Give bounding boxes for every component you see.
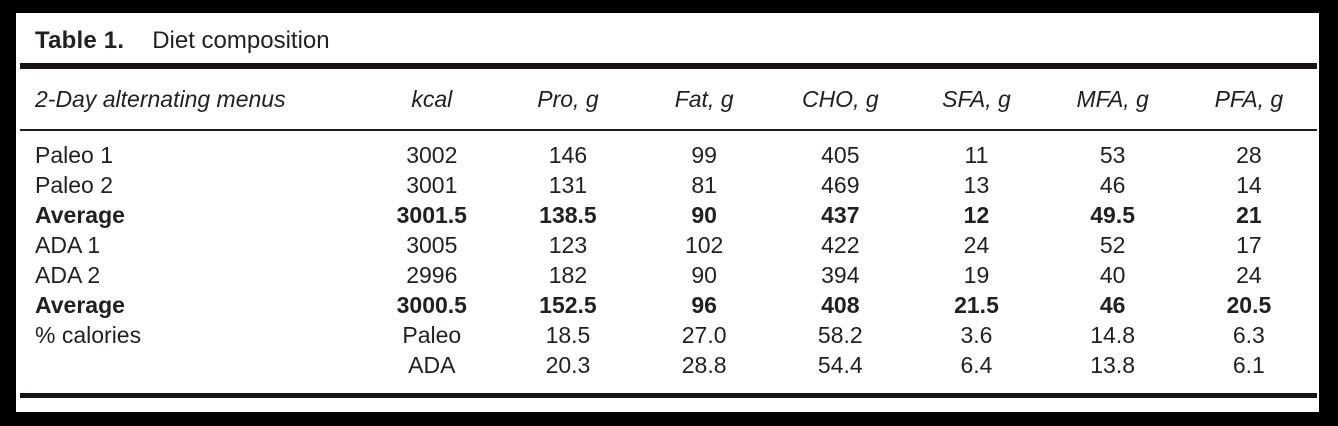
table-cell: 152.5 — [539, 291, 597, 318]
header-cell-pro: Pro, g — [499, 66, 637, 131]
header-cell-kcal: kcal — [363, 66, 500, 131]
table-caption: Diet composition — [152, 27, 330, 54]
table-cell: 3002 — [406, 141, 458, 168]
table-cell: 46 — [1099, 291, 1126, 318]
header-cell-cho: CHO, g — [772, 66, 909, 131]
table-number-label: Table 1. — [35, 27, 125, 54]
table-cell: 24 — [1236, 261, 1262, 288]
table-cell: 40 — [1099, 261, 1126, 288]
table-cell: 6.3 — [1232, 321, 1265, 348]
table-row-ada-average: Average 3000.5 152.5 96 408 21.5 46 20.5 — [20, 290, 1317, 320]
table-cell: 131 — [548, 171, 588, 198]
table-cell: 96 — [691, 291, 717, 318]
table-cell: 12 — [963, 201, 990, 228]
table-row-paleo-average: Average 3001.5 138.5 90 437 12 49.5 21 — [20, 200, 1317, 230]
table-row-pct-calories-ada: ADA 20.3 28.8 54.4 6.4 13.8 6.1 — [20, 350, 1317, 396]
diet-composition-table: 2-Day alternating menus kcal Pro, g Fat,… — [20, 63, 1317, 398]
table-cell: % calories — [35, 321, 142, 348]
table-cell: 46 — [1099, 171, 1126, 198]
table-cell: 14 — [1236, 171, 1262, 198]
table-title: Table 1. Diet composition — [35, 26, 1319, 56]
table-cell: Paleo 1 — [35, 141, 114, 168]
table-cell: 52 — [1099, 231, 1126, 258]
table-cell: ADA 1 — [35, 231, 101, 258]
table-cell: 3000.5 — [396, 291, 467, 318]
header-cell-mfa: MFA, g — [1044, 66, 1181, 131]
table-cell: 20.5 — [1226, 291, 1272, 318]
table-cell: 11 — [964, 141, 989, 168]
table-cell: 81 — [691, 171, 717, 198]
table-cell: 422 — [821, 231, 860, 258]
table-cell: 90 — [691, 201, 717, 228]
table-row-paleo-2: Paleo 2 3001 131 81 469 13 46 14 — [20, 170, 1317, 200]
table-cell: 123 — [548, 231, 588, 258]
table-cell: 17 — [1236, 231, 1262, 258]
table-cell: ADA 2 — [35, 261, 101, 288]
header-row: 2-Day alternating menus kcal Pro, g Fat,… — [20, 66, 1317, 131]
table-cell: 6.4 — [960, 351, 993, 378]
table-cell: 3001 — [406, 171, 458, 198]
table-cell: 2996 — [406, 261, 458, 288]
header-cell-menus: 2-Day alternating menus — [20, 66, 364, 131]
table-cell: 405 — [821, 141, 860, 168]
table-cell: 408 — [821, 291, 860, 318]
table-cell: 49.5 — [1090, 201, 1136, 228]
table-cell: 3.6 — [960, 321, 993, 348]
table-cell: 3005 — [406, 231, 458, 258]
table-cell: 54.4 — [817, 351, 863, 378]
table-cell: 53 — [1099, 141, 1126, 168]
table-row-paleo-1: Paleo 1 3002 146 99 405 11 53 28 — [20, 130, 1317, 170]
header-cell-sfa: SFA, g — [908, 66, 1045, 131]
table-row-ada-1: ADA 1 3005 123 102 422 24 52 17 — [20, 230, 1317, 260]
table-cell: 394 — [821, 261, 860, 288]
table-cell: 13.8 — [1090, 351, 1136, 378]
header-cell-pfa: PFA, g — [1180, 66, 1317, 131]
table-cell: 58.2 — [817, 321, 863, 348]
table-cell: 19 — [963, 261, 990, 288]
table-cell: 27.0 — [681, 321, 727, 348]
table-cell: 102 — [684, 231, 724, 258]
table-cell: 21.5 — [954, 291, 999, 318]
table-row-pct-calories-paleo: % calories Paleo 18.5 27.0 58.2 3.6 14.8… — [20, 320, 1317, 350]
table-cell: Average — [35, 291, 125, 318]
table-cell: 18.5 — [545, 321, 591, 348]
table-cell: 13 — [963, 171, 990, 198]
table-cell: 437 — [821, 201, 860, 228]
table-cell: 99 — [691, 141, 717, 168]
table-row-ada-2: ADA 2 2996 182 90 394 19 40 24 — [20, 260, 1317, 290]
table-cell: 6.1 — [1232, 351, 1265, 378]
table-cell: 28 — [1236, 141, 1262, 168]
table-cell: 182 — [548, 261, 588, 288]
table-cell: 469 — [821, 171, 860, 198]
table-cell: 28.8 — [681, 351, 727, 378]
table-cell: ADA — [408, 351, 456, 378]
table-cell: 3001.5 — [396, 201, 467, 228]
table-cell: Paleo — [402, 321, 462, 348]
table-cell: 14.8 — [1090, 321, 1136, 348]
header-cell-fat: Fat, g — [636, 66, 773, 131]
table-cell: 21 — [1236, 201, 1262, 228]
table-cell: 24 — [963, 231, 990, 258]
table-cell — [20, 350, 364, 396]
table-cell: 20.3 — [545, 351, 591, 378]
table-cell: Average — [35, 201, 125, 228]
table-cell: Paleo 2 — [35, 171, 114, 198]
table-cell: 138.5 — [539, 201, 597, 228]
table-cell: 146 — [548, 141, 588, 168]
table-cell: 90 — [691, 261, 717, 288]
